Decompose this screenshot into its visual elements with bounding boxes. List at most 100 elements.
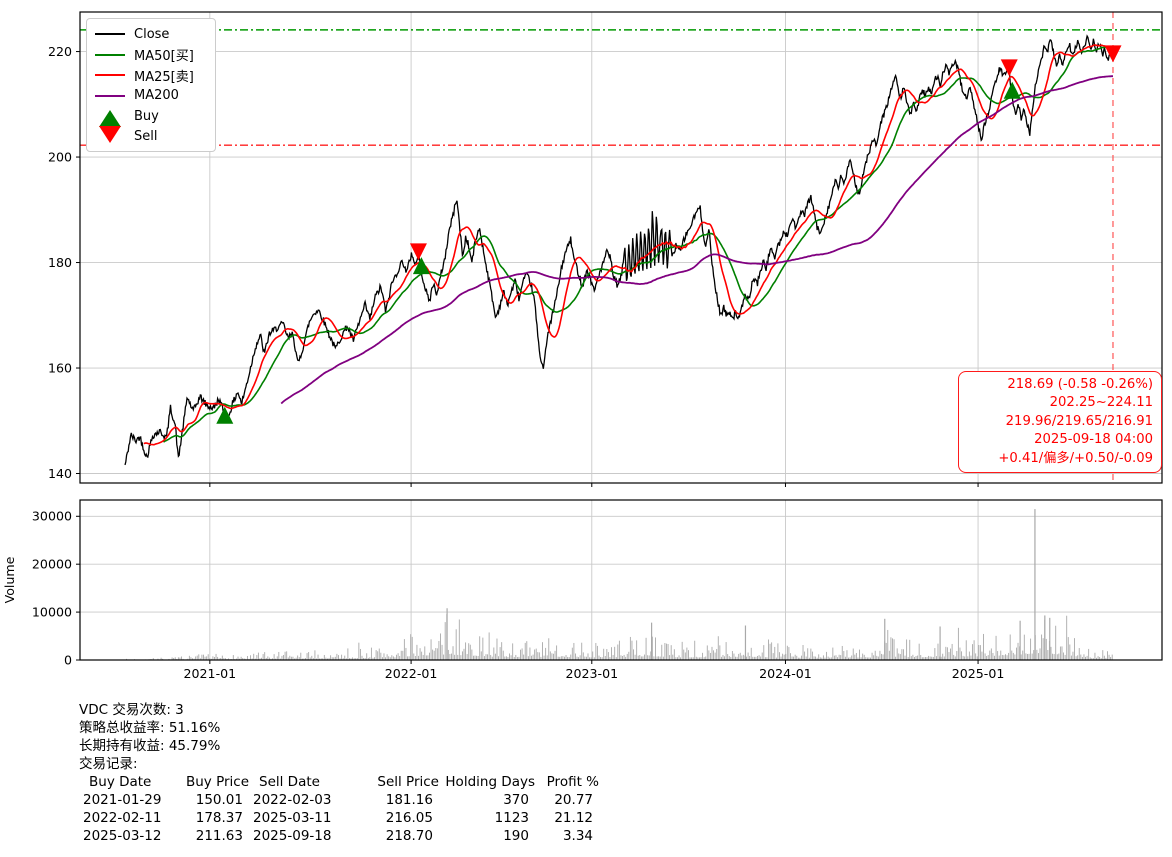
volume-bar	[327, 658, 328, 660]
volume-bar	[264, 652, 266, 660]
volume-bar	[314, 650, 316, 660]
volume-bar	[207, 654, 209, 660]
trades-col-header: Sell Price	[377, 774, 439, 790]
volume-bar	[601, 657, 603, 660]
volume-bar	[160, 657, 162, 660]
volume-bar	[771, 642, 773, 660]
volume-bar	[791, 656, 793, 660]
y-tick-label: 220	[48, 44, 72, 59]
volume-bar	[782, 653, 784, 660]
trade-cell: 150.01	[195, 792, 243, 808]
volume-bar	[841, 645, 843, 660]
volume-bar	[217, 656, 219, 660]
volume-bar	[753, 656, 755, 660]
volume-bar	[352, 657, 354, 660]
volume-bar	[1056, 654, 1058, 660]
volume-bar	[946, 647, 948, 660]
volume-bar	[604, 656, 606, 660]
volume-axis-label: Volume	[2, 556, 17, 603]
volume-bar	[868, 657, 870, 660]
trade-cell: 20.77	[554, 792, 593, 808]
volume-bar	[865, 657, 867, 660]
volume-bar	[992, 652, 994, 660]
volume-bar	[651, 636, 653, 660]
volume-bar	[736, 656, 738, 660]
volume-bar	[242, 658, 244, 660]
volume-bar	[338, 655, 339, 660]
legend-label: MA50[买]	[134, 49, 194, 65]
volume-bar	[813, 656, 815, 660]
legend-item-close: Close	[95, 24, 207, 45]
volume-bar	[912, 654, 914, 660]
volume-bar	[532, 654, 534, 660]
volume-bar	[1083, 654, 1085, 660]
volume-bar	[501, 642, 503, 660]
volume-bar	[199, 658, 201, 660]
volume-bar	[425, 655, 427, 660]
volume-bar	[942, 653, 944, 660]
volume-bar	[283, 654, 284, 660]
volume-spike-bar	[1019, 620, 1021, 660]
volume-bar	[474, 655, 476, 660]
volume-bar	[860, 657, 862, 660]
legend-label: Sell	[134, 129, 158, 145]
volume-bar	[866, 657, 868, 660]
volume-y-tick-label: 20000	[32, 556, 72, 571]
volume-bar	[731, 651, 733, 660]
volume-bar	[342, 658, 344, 660]
volume-bar	[268, 657, 270, 660]
volume-bar	[816, 657, 818, 660]
legend-label: MA25[卖]	[134, 69, 194, 85]
volume-bar	[614, 646, 616, 660]
trade-records-label: 交易记录:	[79, 756, 138, 772]
volume-bar	[430, 639, 432, 660]
legend-item-ma25: MA25[卖]	[95, 65, 207, 86]
volume-bar	[422, 654, 424, 660]
trade-cell: 218.70	[385, 828, 433, 844]
volume-bar	[997, 651, 999, 660]
volume-bar	[518, 656, 520, 660]
volume-bar	[592, 651, 594, 660]
volume-bar	[381, 657, 383, 660]
volume-bar	[221, 655, 223, 660]
volume-bar	[206, 656, 208, 660]
volume-bar	[1099, 657, 1101, 660]
volume-bar	[964, 656, 966, 660]
volume-bar	[1016, 647, 1017, 660]
volume-bar	[887, 629, 889, 660]
volume-bar	[455, 629, 457, 660]
trades-col-header: Sell Date	[259, 774, 320, 790]
volume-bar	[171, 657, 173, 660]
volume-bar	[719, 645, 721, 660]
volume-bar	[844, 656, 846, 660]
volume-bar	[480, 651, 482, 660]
volume-bar	[259, 658, 261, 660]
volume-bar	[386, 654, 388, 660]
x-tick-label: 2021-01	[184, 666, 237, 681]
volume-bar	[193, 658, 195, 660]
volume-bar	[835, 655, 837, 660]
volume-bar	[979, 645, 981, 660]
volume-bar	[308, 652, 310, 660]
volume-bar	[953, 654, 955, 660]
volume-bar	[397, 653, 399, 660]
volume-bar	[485, 654, 487, 660]
volume-bar	[612, 654, 614, 660]
ma200-line-swatch	[95, 94, 125, 97]
legend-item-sell: Sell	[95, 126, 207, 148]
volume-bar	[449, 653, 451, 660]
volume-bar	[833, 655, 835, 660]
volume-bar	[174, 657, 176, 660]
volume-bar	[772, 653, 774, 660]
volume-bar	[728, 656, 730, 660]
volume-bar	[1023, 634, 1025, 660]
volume-bar	[1042, 638, 1044, 660]
volume-bar	[1053, 654, 1055, 660]
trades-col-header: Holding Days	[445, 774, 535, 790]
volume-bar	[764, 657, 766, 660]
volume-bar	[711, 646, 713, 660]
volume-bar	[215, 653, 217, 660]
y-tick-label: 160	[48, 360, 72, 375]
volume-bar	[801, 655, 802, 660]
volume-bar	[380, 652, 382, 660]
